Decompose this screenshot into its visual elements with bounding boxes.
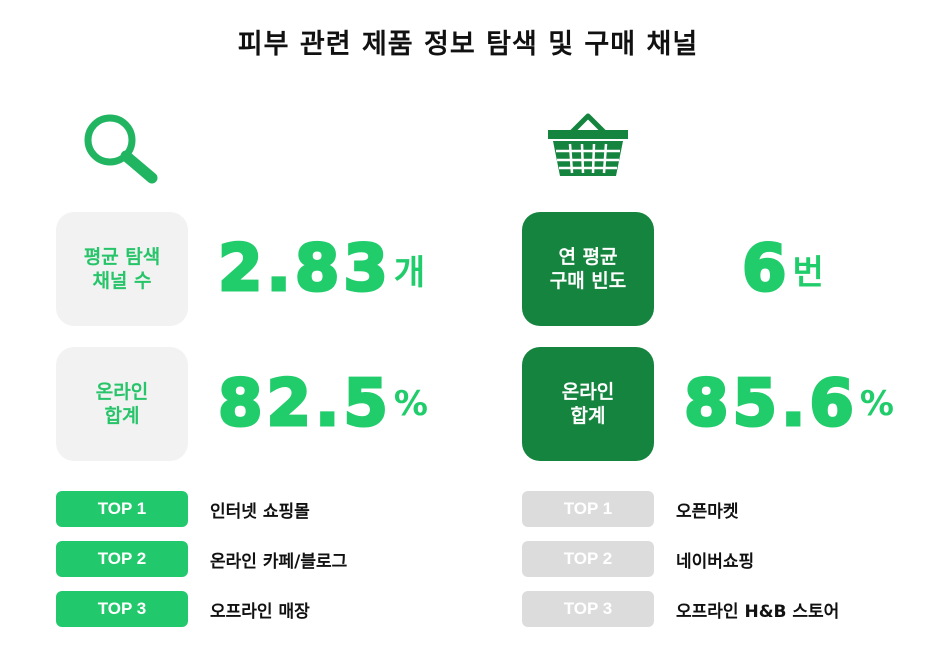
rank-text: 인터넷 쇼핑몰 [210,501,310,522]
right-online-total-unit: % [859,384,894,424]
annual-purchase-frequency-label: 연 평균 구매 빈도 [522,212,654,326]
rank-badge: TOP 1 [522,491,654,527]
rank-text: 오프라인 H&B 스토어 [676,601,840,622]
rank-badge: TOP 3 [522,591,654,627]
left-online-total-value: 82.5 [217,366,392,443]
right-online-total-value: 85.6 [683,366,858,443]
left-online-total-stat: 82.5 % [217,347,428,461]
rank-badge: TOP 1 [56,491,188,527]
rank-text: 온라인 카페/블로그 [210,551,348,572]
left-online-total-unit: % [393,384,428,424]
left-rank-row-2: TOP 2 온라인 카페/블로그 [56,541,347,577]
rank-text: 네이버쇼핑 [676,551,755,572]
annual-purchase-frequency-unit: 번 [792,252,824,293]
rank-badge: TOP 2 [522,541,654,577]
avg-search-channels-stat: 2.83 개 [217,212,426,326]
annual-purchase-frequency-value: 6 [741,231,791,308]
right-rank-row-1: TOP 1 오픈마켓 [522,491,739,527]
right-online-total-label: 온라인 합계 [522,347,654,461]
right-online-total-stat: 85.6 % [683,347,894,461]
rank-badge: TOP 3 [56,591,188,627]
shopping-basket-icon [548,113,628,176]
annual-purchase-frequency-stat: 6 번 [741,212,824,326]
right-rank-row-3: TOP 3 오프라인 H&B 스토어 [522,591,839,627]
avg-search-channels-unit: 개 [393,252,426,293]
rank-text: 오픈마켓 [676,501,739,522]
magnifier-icon [84,114,158,184]
rank-badge: TOP 2 [56,541,188,577]
avg-search-channels-label: 평균 탐색 채널 수 [56,212,188,326]
rank-text: 오프라인 매장 [210,601,310,622]
right-rank-row-2: TOP 2 네이버쇼핑 [522,541,754,577]
avg-search-channels-value: 2.83 [217,231,392,308]
page-title: 피부 관련 제품 정보 탐색 및 구매 채널 [237,29,699,60]
left-rank-row-1: TOP 1 인터넷 쇼핑몰 [56,491,310,527]
left-online-total-label: 온라인 합계 [56,347,188,461]
left-rank-row-3: TOP 3 오프라인 매장 [56,591,310,627]
